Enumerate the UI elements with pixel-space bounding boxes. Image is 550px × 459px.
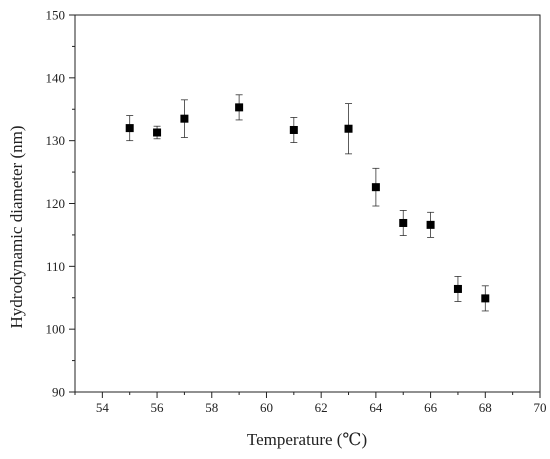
- data-point-group: [426, 211, 435, 238]
- x-tick-label: 66: [424, 400, 438, 415]
- data-point: [371, 183, 380, 192]
- plot-frame: [74, 14, 541, 393]
- x-tick-label: 58: [205, 400, 218, 415]
- data-point-group: [399, 210, 408, 236]
- data-point: [453, 284, 462, 293]
- y-tick-label: 90: [52, 385, 65, 400]
- x-axis-title: Temperature (℃): [247, 430, 367, 449]
- data-point: [289, 125, 298, 134]
- x-tick-label: 70: [534, 400, 547, 415]
- x-tick-label: 54: [96, 400, 110, 415]
- y-tick-label: 110: [46, 259, 65, 274]
- x-tick-label: 64: [369, 400, 383, 415]
- data-point-group: [481, 285, 490, 312]
- data-point: [399, 218, 408, 227]
- data-point-group: [180, 99, 189, 138]
- data-point-group: [289, 117, 298, 143]
- data-point: [481, 294, 490, 303]
- y-tick-label: 100: [46, 322, 66, 337]
- y-tick-label: 140: [46, 70, 66, 85]
- data-point: [180, 114, 189, 123]
- data-point: [426, 220, 435, 229]
- data-point-group: [344, 103, 353, 155]
- y-tick-label: 150: [46, 8, 66, 23]
- x-tick-label: 68: [479, 400, 492, 415]
- data-point: [153, 128, 162, 137]
- data-point: [344, 124, 353, 133]
- y-tick-label: 130: [46, 133, 66, 148]
- x-tick-label: 62: [315, 400, 328, 415]
- data-point-group: [453, 275, 462, 302]
- data-point: [235, 103, 244, 112]
- x-tick-label: 56: [151, 400, 165, 415]
- data-point: [125, 124, 134, 133]
- y-tick-label: 120: [46, 196, 66, 211]
- data-point-group: [125, 115, 134, 142]
- y-axis-title: Hydrodynamic diameter (nm): [7, 126, 26, 329]
- data-point-group: [153, 125, 162, 140]
- data-point-group: [371, 167, 380, 207]
- data-point-group: [235, 94, 244, 121]
- x-tick-label: 60: [260, 400, 273, 415]
